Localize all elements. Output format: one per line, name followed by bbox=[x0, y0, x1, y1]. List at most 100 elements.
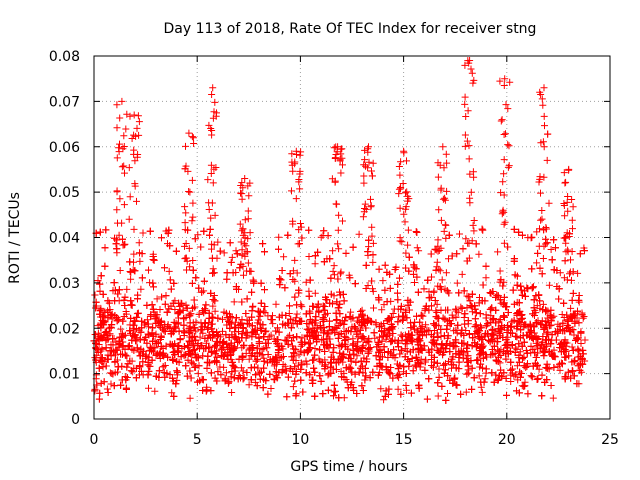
data-point bbox=[227, 339, 235, 347]
data-point bbox=[541, 348, 549, 356]
data-point bbox=[358, 310, 366, 318]
data-point bbox=[324, 330, 332, 338]
data-point bbox=[433, 300, 441, 308]
data-point bbox=[570, 372, 578, 380]
data-point bbox=[117, 325, 125, 333]
data-point bbox=[448, 311, 456, 319]
data-point bbox=[475, 250, 483, 258]
data-point bbox=[432, 313, 440, 321]
data-point bbox=[341, 317, 349, 325]
data-point bbox=[270, 356, 278, 364]
data-point bbox=[194, 378, 201, 386]
data-point bbox=[170, 318, 178, 326]
data-point bbox=[423, 395, 431, 403]
data-point bbox=[352, 358, 360, 366]
data-point bbox=[563, 311, 571, 319]
data-point bbox=[513, 387, 520, 395]
data-point bbox=[145, 266, 152, 274]
data-point bbox=[243, 369, 251, 376]
data-point bbox=[533, 259, 541, 267]
data-point bbox=[346, 274, 354, 282]
data-point bbox=[228, 253, 236, 261]
data-point bbox=[470, 227, 478, 235]
data-point bbox=[275, 245, 282, 253]
data-point bbox=[200, 227, 208, 235]
data-point bbox=[262, 377, 270, 385]
data-point bbox=[567, 314, 575, 322]
data-point bbox=[255, 340, 263, 347]
data-point bbox=[463, 355, 471, 363]
data-point bbox=[297, 301, 305, 309]
data-point bbox=[448, 252, 456, 260]
data-point bbox=[161, 373, 169, 381]
data-point bbox=[394, 318, 402, 326]
data-point bbox=[101, 308, 109, 316]
data-point bbox=[538, 270, 546, 278]
data-point bbox=[257, 324, 265, 332]
data-point bbox=[306, 309, 314, 317]
data-point bbox=[330, 381, 338, 389]
data-point bbox=[394, 289, 401, 297]
data-point bbox=[530, 304, 538, 312]
data-point bbox=[262, 327, 270, 335]
data-point bbox=[97, 354, 105, 362]
data-point bbox=[472, 321, 480, 329]
data-point bbox=[568, 296, 576, 304]
data-point bbox=[385, 369, 393, 377]
data-point bbox=[515, 358, 523, 366]
data-point bbox=[322, 293, 329, 301]
data-point bbox=[483, 353, 491, 361]
data-point bbox=[509, 365, 516, 373]
data-point bbox=[527, 372, 535, 380]
data-point bbox=[389, 310, 397, 317]
data-point bbox=[402, 264, 410, 272]
data-point bbox=[548, 256, 556, 264]
data-point bbox=[479, 364, 486, 372]
data-point bbox=[443, 287, 451, 295]
data-point bbox=[534, 375, 542, 383]
data-point bbox=[375, 348, 383, 356]
data-point bbox=[413, 336, 421, 344]
data-point bbox=[488, 336, 496, 343]
data-point bbox=[297, 365, 305, 373]
data-point bbox=[559, 319, 567, 327]
data-point bbox=[286, 331, 294, 339]
data-point bbox=[511, 349, 519, 356]
data-point bbox=[232, 314, 240, 322]
data-point bbox=[91, 291, 99, 299]
data-point bbox=[99, 290, 107, 298]
data-point bbox=[127, 367, 135, 375]
data-point bbox=[333, 324, 341, 332]
data-point bbox=[344, 345, 352, 353]
data-point bbox=[405, 253, 413, 261]
data-point bbox=[272, 327, 280, 335]
data-point bbox=[281, 336, 289, 344]
data-point bbox=[134, 295, 141, 303]
data-point bbox=[197, 243, 205, 251]
data-point bbox=[205, 309, 213, 317]
data-point bbox=[223, 275, 231, 283]
data-point bbox=[171, 348, 179, 356]
data-point bbox=[136, 352, 144, 360]
data-point bbox=[227, 258, 235, 266]
data-point bbox=[442, 396, 450, 404]
data-point bbox=[379, 332, 387, 340]
data-point bbox=[552, 244, 559, 252]
data-point bbox=[556, 322, 564, 330]
data-point bbox=[239, 225, 247, 233]
data-point bbox=[540, 352, 548, 360]
data-point bbox=[242, 310, 250, 317]
data-point bbox=[211, 297, 219, 305]
data-point bbox=[433, 359, 441, 367]
data-point bbox=[503, 391, 510, 399]
data-point bbox=[166, 276, 174, 284]
data-point bbox=[394, 280, 402, 288]
data-point bbox=[313, 338, 321, 346]
data-point bbox=[196, 333, 204, 341]
data-point bbox=[104, 297, 112, 305]
data-point bbox=[195, 310, 203, 318]
data-point bbox=[465, 369, 473, 377]
data-point bbox=[149, 279, 157, 287]
data-point bbox=[318, 358, 326, 366]
data-point bbox=[468, 385, 476, 393]
